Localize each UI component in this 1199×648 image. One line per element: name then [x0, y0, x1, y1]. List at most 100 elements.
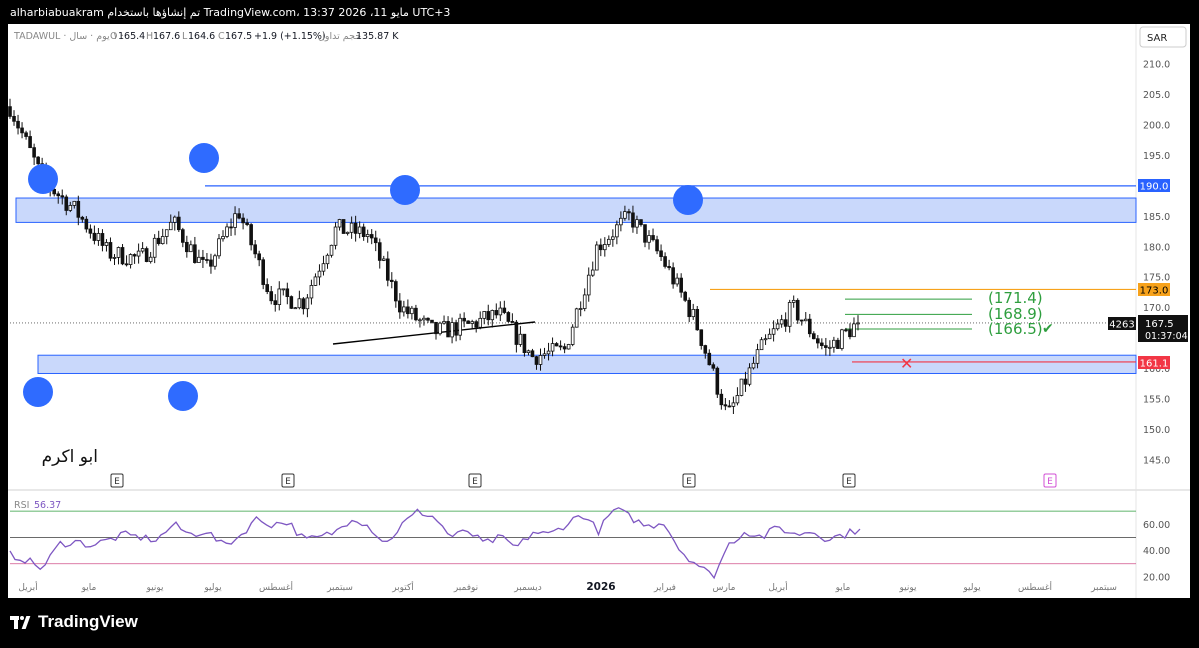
candle-body [506, 312, 511, 322]
candle-body [108, 242, 113, 259]
time-tick: 2026 [586, 581, 615, 593]
candle-body [803, 318, 808, 322]
earnings-marker[interactable] [842, 473, 856, 488]
candle-body [820, 342, 824, 347]
candle-body [112, 257, 117, 259]
time-tick: يونيو [145, 583, 164, 593]
candle-body [856, 322, 860, 325]
upcoming-earnings-marker[interactable] [1043, 473, 1057, 488]
candle-body [8, 106, 12, 117]
candle-body [136, 250, 141, 257]
upcoming-earnings-label: E [1047, 477, 1053, 487]
candle-body [381, 258, 386, 261]
time-axis[interactable]: أبريل مايو يونيو يوليو أغسطس سبتمبر أكتوبر نوفم… [18, 581, 1117, 593]
candle-body [727, 405, 732, 408]
stop-cross-icon: ✕ [900, 354, 913, 373]
candle-body [607, 238, 611, 245]
author-watermark: ابو اكرم [42, 447, 98, 467]
change-value: +1.9 (+1.15%) [254, 31, 326, 42]
volume-tag-text: 4263 [1109, 320, 1134, 331]
rsi-line [9, 507, 861, 580]
time-tick: سبتمبر [326, 583, 353, 593]
candle-body [281, 288, 286, 291]
rsi-tick-40: 40.00 [1143, 546, 1170, 557]
candle-body [293, 307, 298, 310]
footer [0, 598, 1199, 648]
screenshot-header: alharbiabuakram تم إنشاؤها باستخدام Trad… [0, 0, 1199, 24]
candle-body [844, 329, 848, 332]
earnings-marker-label: E [686, 477, 692, 487]
candle-body [209, 259, 213, 267]
candle-body [647, 235, 651, 243]
candle-body [36, 156, 40, 165]
candle-body [498, 307, 503, 316]
candle-body [402, 306, 406, 313]
candle-body [394, 281, 398, 302]
candle-body [185, 241, 189, 253]
candle-body [438, 322, 442, 335]
l-value: 164.6 [188, 31, 215, 42]
earnings-marker[interactable] [110, 473, 124, 488]
candle-body [321, 263, 326, 272]
earnings-marker[interactable] [682, 473, 696, 488]
resistance-zone [15, 197, 1137, 223]
candle-body [627, 211, 631, 214]
price-axis[interactable]: 145.0150.0155.0160.0165.0170.0175.0180.0… [1143, 60, 1170, 467]
candle-body [546, 350, 551, 355]
marker-circle [390, 175, 420, 205]
candle-body [490, 310, 495, 321]
time-tick: أغسطس [1018, 581, 1052, 593]
target-label-2: (168.9) [988, 305, 1043, 323]
candle-body [695, 308, 700, 331]
earnings-marker[interactable] [468, 473, 482, 488]
candle-body [52, 188, 57, 195]
candle-body [848, 329, 852, 338]
candle-body [325, 254, 330, 265]
candle-body [205, 259, 209, 261]
candle-body [56, 193, 61, 197]
candle-body [12, 115, 16, 122]
candle-body [32, 147, 36, 158]
chart-frame[interactable] [8, 24, 1190, 598]
candle-body [651, 235, 655, 241]
currency-button[interactable] [1139, 26, 1187, 48]
candle-body [172, 216, 177, 223]
candle-body [16, 120, 20, 129]
candle-body [518, 333, 523, 345]
time-tick: فبراير [653, 583, 676, 593]
c-label: C [218, 31, 225, 42]
candle-body [213, 255, 217, 267]
candle-body [20, 127, 24, 134]
time-tick: يوليو [962, 583, 981, 593]
candle-body [667, 266, 671, 269]
candle-body [747, 367, 752, 385]
candle-body [309, 285, 314, 299]
candle-body [398, 300, 402, 313]
trend-line [332, 321, 536, 345]
earnings-marker-label: E [285, 477, 291, 487]
candle-body [723, 404, 728, 407]
time-tick: أبريل [768, 581, 787, 593]
candle-body [611, 236, 615, 240]
l-label: L [182, 31, 188, 42]
candle-body [836, 339, 840, 349]
candle-body [80, 216, 85, 220]
candle-body [156, 237, 161, 245]
candle-body [811, 333, 816, 340]
price-tag-161 [1138, 356, 1170, 369]
target-label-3: (166.5) [988, 320, 1043, 338]
time-tick: مايو [81, 583, 97, 593]
candle-body [731, 402, 736, 407]
candle-body [257, 253, 261, 261]
candle-body [168, 221, 173, 231]
candle-body [735, 395, 740, 404]
earnings-marker[interactable] [281, 473, 295, 488]
earnings-marker-label: E [846, 477, 852, 487]
candle-body [297, 298, 302, 309]
candle-body [92, 232, 97, 241]
candle-body [390, 279, 394, 282]
time-tick: أغسطس [259, 581, 293, 593]
candle-body [337, 219, 342, 228]
